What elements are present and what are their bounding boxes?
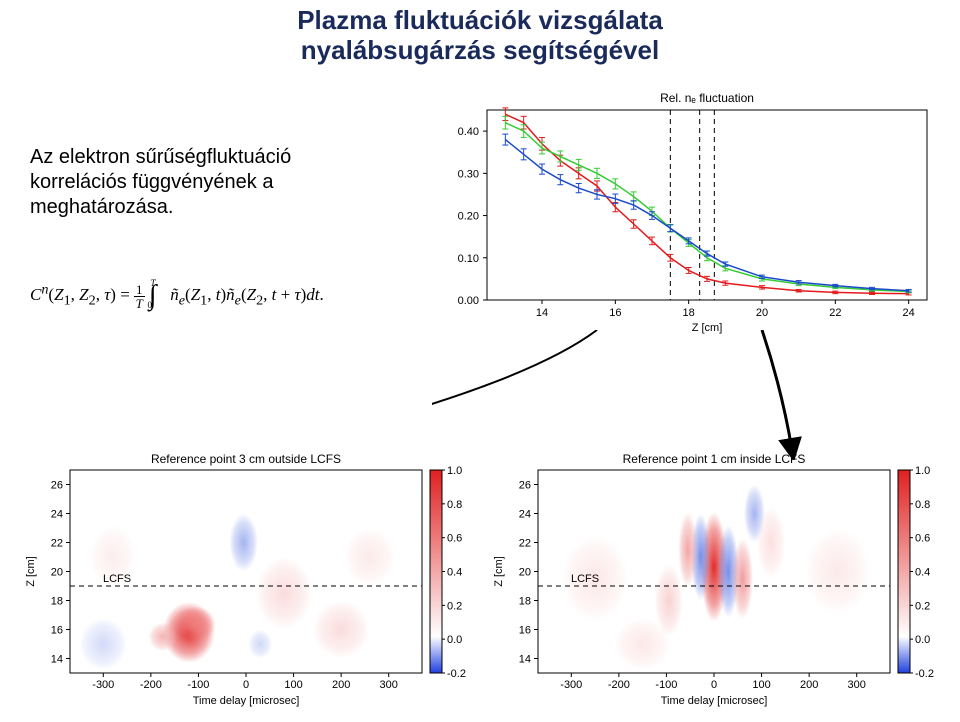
svg-text:0.30: 0.30 xyxy=(458,168,479,180)
slide: Plazma fluktuációk vizsgálata nyalábsugá… xyxy=(0,0,960,722)
heatmap-left: Reference point 3 cm outside LCFS LCFS -30… xyxy=(22,452,470,707)
svg-text:100: 100 xyxy=(752,679,770,691)
svg-text:Z [cm]: Z [cm] xyxy=(692,322,723,334)
svg-text:16: 16 xyxy=(519,625,531,637)
svg-text:14: 14 xyxy=(536,307,548,319)
svg-text:22: 22 xyxy=(519,538,531,550)
svg-text:0.40: 0.40 xyxy=(458,126,479,138)
slide-title: Plazma fluktuációk vizsgálata nyalábsugá… xyxy=(0,6,960,66)
svg-text:0.2: 0.2 xyxy=(915,600,930,612)
svg-text:24: 24 xyxy=(51,509,63,521)
fluctuation-chart-svg: Rel. nₑ fluctuation 14 16 18 20 22 24 0.00 0.10 0… xyxy=(432,90,937,335)
svg-text:16: 16 xyxy=(51,625,63,637)
svg-text:Reference point 3 cm outside L: Reference point 3 cm outside LCFS xyxy=(151,452,341,466)
svg-text:26: 26 xyxy=(51,480,63,492)
svg-text:-300: -300 xyxy=(560,679,582,691)
svg-text:0.4: 0.4 xyxy=(447,567,462,579)
heatmap-left-svg: Reference point 3 cm outside LCFS LCFS -30… xyxy=(22,452,470,707)
svg-text:0.2: 0.2 xyxy=(447,600,462,612)
body-text: Az elektron sűrűségfluktuáció korreláció… xyxy=(30,145,390,220)
svg-text:300: 300 xyxy=(848,679,866,691)
svg-text:-100: -100 xyxy=(655,679,677,691)
title-line-2: nyalábsugárzás segítségével xyxy=(0,36,960,66)
svg-text:20: 20 xyxy=(51,567,63,579)
svg-text:-0.2: -0.2 xyxy=(447,668,466,680)
svg-text:200: 200 xyxy=(332,679,350,691)
svg-text:Time delay [microsec]: Time delay [microsec] xyxy=(193,695,300,707)
svg-text:LCFS: LCFS xyxy=(103,573,131,585)
svg-text:22: 22 xyxy=(51,538,63,550)
heatmap-row: Reference point 3 cm outside LCFS LCFS -30… xyxy=(22,452,938,707)
svg-text:Time delay [microsec]: Time delay [microsec] xyxy=(661,695,768,707)
title-line-1: Plazma fluktuációk vizsgálata xyxy=(0,6,960,36)
arrows-layer xyxy=(432,330,937,460)
svg-text:1.0: 1.0 xyxy=(447,465,462,477)
body-line-1: Az elektron sűrűségfluktuáció xyxy=(30,145,390,170)
svg-text:Z [cm]: Z [cm] xyxy=(493,556,505,587)
fluctuation-chart: Rel. nₑ fluctuation 14 16 18 20 22 24 0.00 0.10 0… xyxy=(432,90,937,335)
svg-text:14: 14 xyxy=(51,654,63,666)
svg-text:16: 16 xyxy=(609,307,621,319)
svg-text:18: 18 xyxy=(519,596,531,608)
heatmap-right-svg: Reference point 1 cm inside LCFS LCFS -300… xyxy=(490,452,938,707)
svg-text:0.0: 0.0 xyxy=(915,634,930,646)
svg-text:-200: -200 xyxy=(140,679,162,691)
svg-text:200: 200 xyxy=(800,679,818,691)
svg-text:0.00: 0.00 xyxy=(458,295,479,307)
svg-text:-300: -300 xyxy=(92,679,114,691)
svg-text:0.20: 0.20 xyxy=(458,211,479,223)
svg-text:24: 24 xyxy=(903,307,915,319)
svg-text:14: 14 xyxy=(519,654,531,666)
svg-text:18: 18 xyxy=(51,596,63,608)
body-line-3: meghatározása. xyxy=(30,195,390,220)
svg-text:24: 24 xyxy=(519,509,531,521)
svg-text:Rel. nₑ fluctuation: Rel. nₑ fluctuation xyxy=(660,91,754,105)
svg-text:20: 20 xyxy=(519,567,531,579)
svg-text:18: 18 xyxy=(683,307,695,319)
svg-text:0: 0 xyxy=(711,679,717,691)
svg-text:300: 300 xyxy=(380,679,398,691)
heatmap-right: Reference point 1 cm inside LCFS LCFS -300… xyxy=(490,452,938,707)
svg-text:1.0: 1.0 xyxy=(915,465,930,477)
formula: Cn(Z1, Z2, τ) = 1 T ∫T0 ñe(Z1, t)ñe(Z2, … xyxy=(30,276,324,310)
svg-text:100: 100 xyxy=(284,679,302,691)
svg-text:20: 20 xyxy=(756,307,768,319)
svg-text:-100: -100 xyxy=(187,679,209,691)
arrows-svg xyxy=(432,330,937,460)
svg-text:0.10: 0.10 xyxy=(458,253,479,265)
svg-text:0.8: 0.8 xyxy=(915,499,930,511)
svg-text:-0.2: -0.2 xyxy=(915,668,934,680)
svg-text:0.6: 0.6 xyxy=(915,533,930,545)
svg-text:26: 26 xyxy=(519,480,531,492)
svg-text:0: 0 xyxy=(243,679,249,691)
svg-text:0.4: 0.4 xyxy=(915,567,930,579)
svg-text:0.8: 0.8 xyxy=(447,499,462,511)
svg-text:LCFS: LCFS xyxy=(571,573,599,585)
svg-text:22: 22 xyxy=(829,307,841,319)
svg-text:-200: -200 xyxy=(608,679,630,691)
svg-text:Z [cm]: Z [cm] xyxy=(25,556,37,587)
svg-text:0.0: 0.0 xyxy=(447,634,462,646)
svg-text:Reference point 1 cm inside LC: Reference point 1 cm inside LCFS xyxy=(623,452,806,466)
svg-text:0.6: 0.6 xyxy=(447,533,462,545)
body-line-2: korrelációs függvényének a xyxy=(30,170,390,195)
